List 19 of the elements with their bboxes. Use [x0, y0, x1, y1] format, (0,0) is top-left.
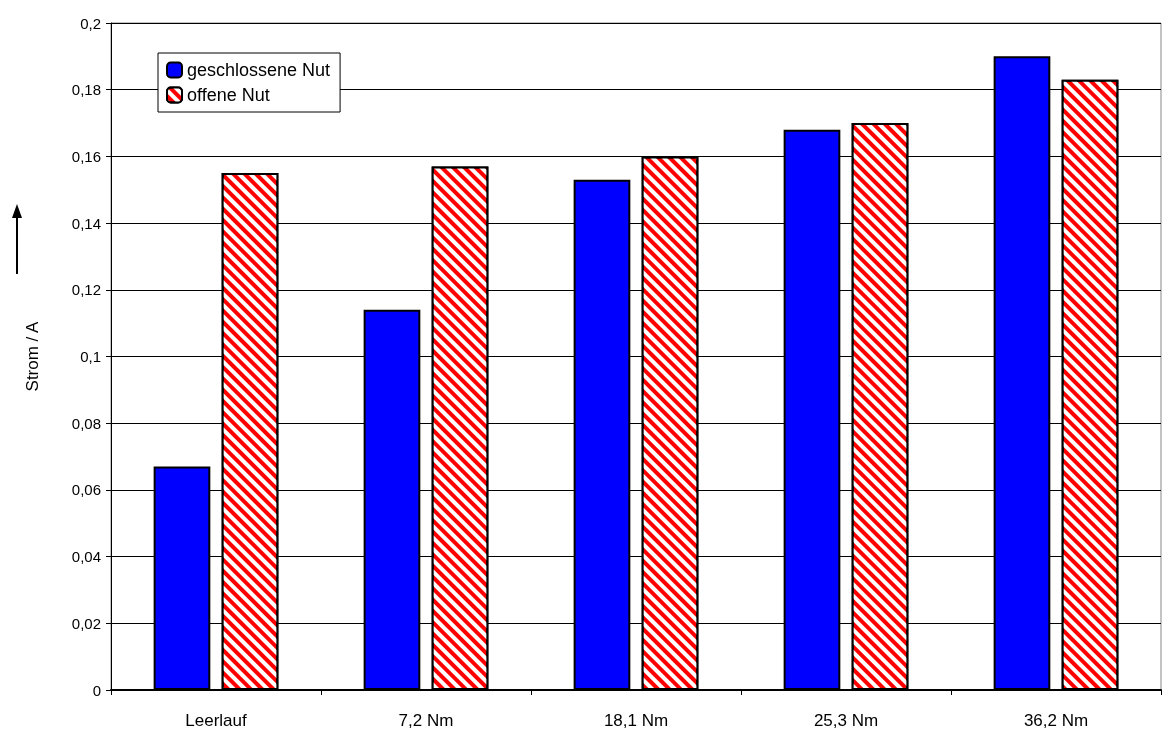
x-tick-label: Leerlauf — [185, 711, 247, 730]
y-tick-label: 0,02 — [71, 614, 101, 632]
y-tick-label: 0,16 — [71, 147, 101, 165]
y-axis-title: Strom / A — [23, 320, 42, 392]
x-tick-label: 36,2 Nm — [1023, 711, 1089, 730]
y-tick-label: 0,04 — [71, 548, 101, 566]
legend-label: geschlossene Nut — [187, 60, 331, 80]
y-tick-label: 0,12 — [71, 281, 101, 299]
x-tick-label: 7,2 Nm — [398, 711, 454, 730]
y-tick-label: 0,18 — [71, 81, 101, 99]
y-tick-label: 0,2 — [80, 14, 101, 32]
y-tick-label: 0,06 — [71, 481, 101, 499]
y-tick-label: 0 — [92, 681, 101, 699]
x-tick-label: 18,1 Nm — [603, 711, 669, 730]
y-tick-label: 0,1 — [80, 348, 101, 365]
y-tick-label: 0,08 — [71, 414, 101, 432]
x-tick-label: 25,3 Nm — [813, 711, 879, 730]
y-tick-label: 0,14 — [71, 214, 101, 232]
legend-label: offene Nut — [187, 85, 270, 105]
